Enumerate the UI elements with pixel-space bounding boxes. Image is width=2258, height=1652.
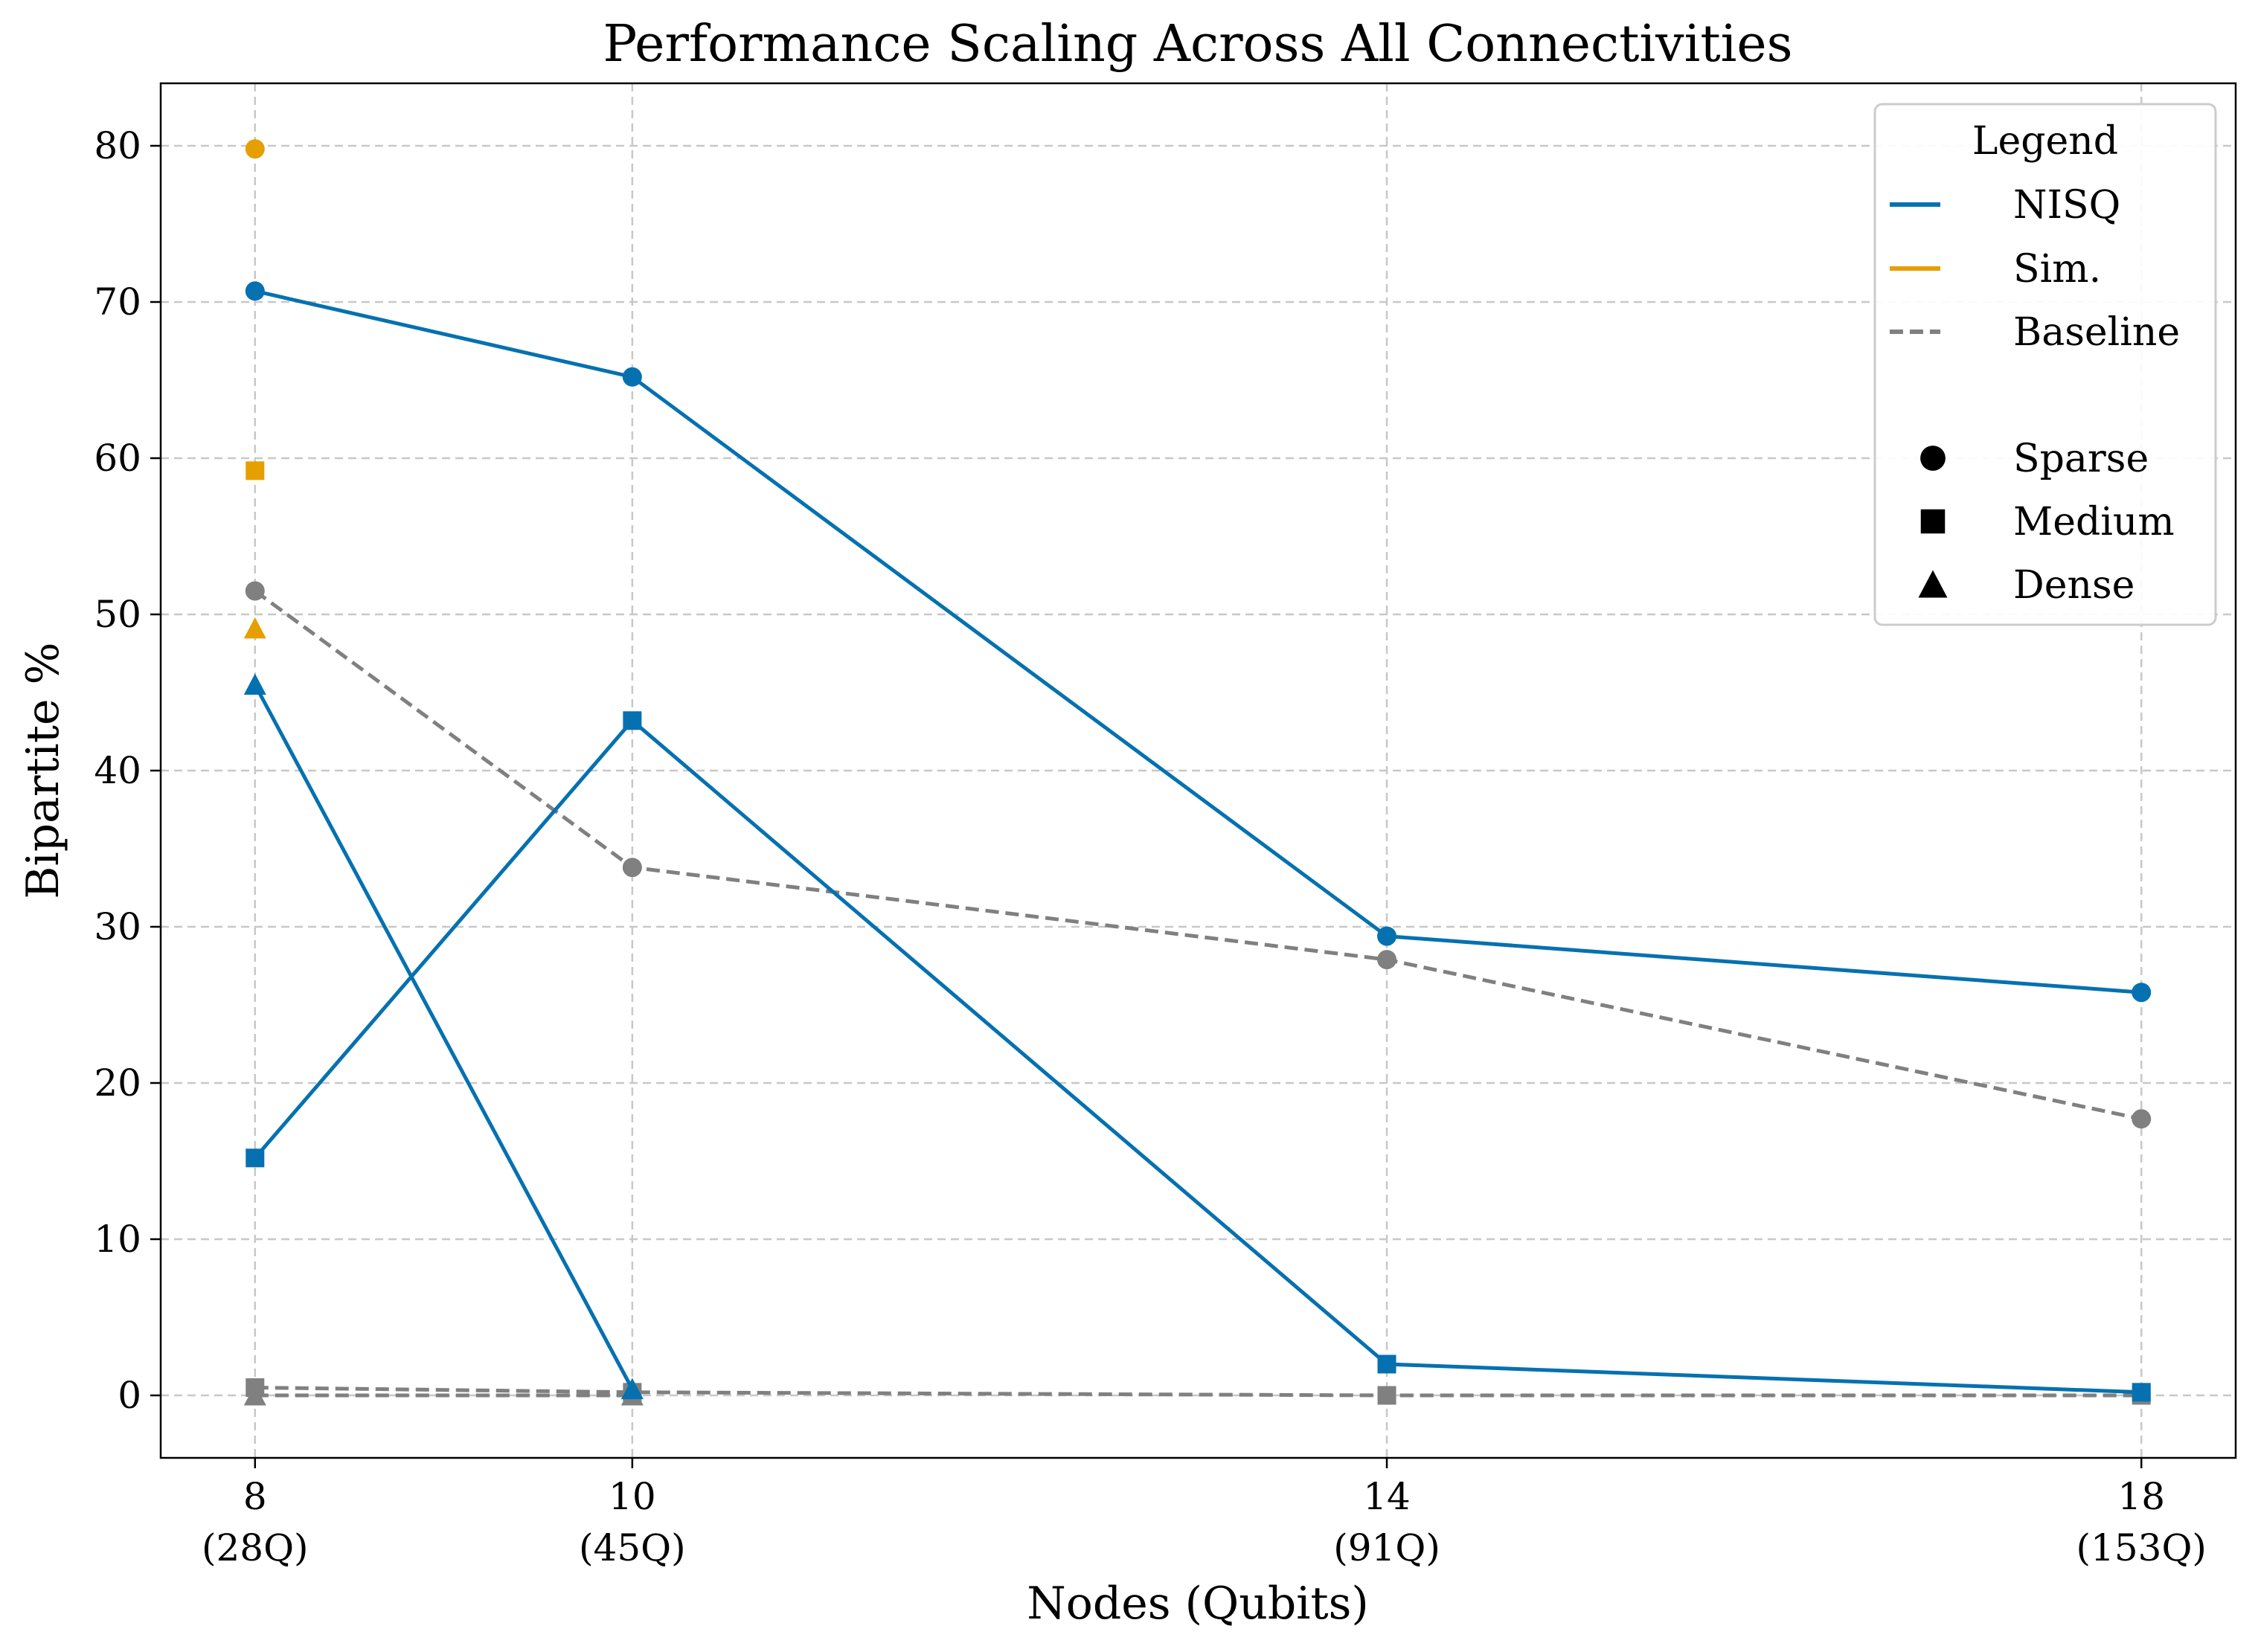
- x-tick-sublabel: (45Q): [579, 1526, 686, 1569]
- plot-series: [243, 139, 2152, 1406]
- data-point-nisq-medium: [246, 1148, 265, 1168]
- x-tick-label: 18: [2117, 1475, 2165, 1518]
- data-point-nisq-sparse: [622, 367, 642, 387]
- data-point-sim-dense: [243, 617, 266, 639]
- x-tick-label: 14: [1363, 1475, 1411, 1518]
- legend-label: Dense: [2013, 563, 2134, 608]
- data-point-nisq-sparse: [245, 281, 265, 301]
- data-point-sim-medium: [246, 461, 265, 481]
- legend-label: Baseline: [2013, 310, 2180, 355]
- data-point-baseline-sparse: [2132, 1109, 2152, 1129]
- legend-label: NISQ: [2013, 183, 2120, 228]
- x-tick-label: 8: [243, 1475, 267, 1518]
- series-line-baseline-medium: [254, 1386, 2142, 1398]
- y-tick-label: 20: [94, 1061, 141, 1105]
- x-tick-sublabel: (153Q): [2076, 1526, 2207, 1569]
- legend-marker-medium: [1920, 509, 1946, 534]
- axis-ticks: 0 10 20 30 40 50 60 70 80 8 (28Q) 10 (45Q) 14 (91Q) 18 (…: [94, 124, 2207, 1569]
- x-tick-sublabel: (28Q): [202, 1526, 309, 1569]
- y-tick-label: 80: [94, 124, 141, 167]
- series-line-nisq-sparse: [254, 289, 2142, 994]
- data-point-baseline-medium: [1377, 1386, 1396, 1405]
- y-tick-label: 70: [94, 280, 141, 324]
- y-tick-label: 40: [94, 749, 141, 792]
- series-line-nisq-medium: [253, 719, 2142, 1395]
- data-point-nisq-sparse: [1377, 926, 1397, 946]
- y-axis-label: Bipartite %: [17, 642, 69, 899]
- series-line-nisq-dense: [253, 684, 635, 1390]
- data-point-nisq-medium: [623, 711, 642, 730]
- data-point-nisq-sparse: [2132, 983, 2152, 1003]
- y-tick-label: 30: [94, 905, 141, 948]
- y-tick-label: 0: [118, 1374, 141, 1417]
- data-point-baseline-sparse: [1377, 950, 1397, 970]
- data-point-baseline-dense: [243, 1384, 266, 1406]
- x-tick-label: 10: [609, 1475, 656, 1518]
- legend: Legend NISQ Sim. Baseline Sparse Medium Dense: [1873, 103, 2217, 626]
- legend-box: [1873, 103, 2217, 626]
- legend-label: Medium: [2013, 500, 2175, 544]
- legend-title: Legend: [1972, 119, 2118, 164]
- legend-label: Sparse: [2013, 437, 2149, 481]
- legend-label: Sim.: [2013, 247, 2101, 292]
- data-point-baseline-sparse: [245, 581, 265, 601]
- y-tick-label: 10: [94, 1218, 141, 1261]
- y-tick-label: 60: [94, 437, 141, 480]
- x-axis-label: Nodes (Qubits): [1027, 1578, 1369, 1630]
- data-point-nisq-dense: [620, 1378, 644, 1400]
- data-point-nisq-dense: [243, 673, 266, 695]
- series-line-baseline-sparse: [254, 589, 2142, 1121]
- x-tick-sublabel: (91Q): [1333, 1526, 1440, 1569]
- legend-marker-dense: [1918, 570, 1948, 598]
- data-point-nisq-medium: [2132, 1383, 2151, 1402]
- data-point-sim-sparse: [245, 139, 265, 159]
- data-point-baseline-sparse: [622, 858, 642, 878]
- data-point-nisq-medium: [1377, 1354, 1396, 1374]
- y-tick-label: 50: [94, 593, 141, 636]
- legend-marker-sparse: [1920, 446, 1946, 471]
- chart-title: Performance Scaling Across All Connectiv…: [603, 15, 1792, 74]
